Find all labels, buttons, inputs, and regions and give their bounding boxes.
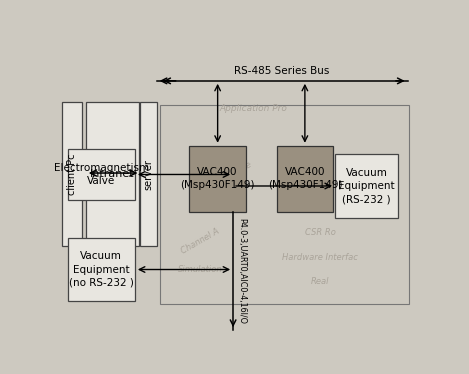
Text: Vacuum
Equipment
(no RS-232 ): Vacuum Equipment (no RS-232 )	[69, 251, 134, 288]
Text: P4.0-3,UART0,AIC0-4,16I/O: P4.0-3,UART0,AIC0-4,16I/O	[237, 218, 246, 324]
Text: Database: Database	[212, 160, 254, 189]
Text: Simulation: Simulation	[178, 265, 223, 274]
Text: Vacuum
Equipment
(RS-232 ): Vacuum Equipment (RS-232 )	[338, 168, 395, 204]
Bar	[140, 102, 157, 246]
Bar	[62, 102, 82, 246]
Bar	[189, 146, 246, 212]
Text: CSR Ro: CSR Ro	[305, 227, 336, 237]
Text: client Pc: client Pc	[67, 154, 77, 195]
Bar	[86, 102, 138, 246]
Text: Electromagnetism
Valve: Electromagnetism Valve	[54, 163, 149, 186]
Bar	[335, 154, 399, 218]
Text: RS-485 Series Bus: RS-485 Series Bus	[234, 66, 330, 76]
Text: Intranet: Intranet	[90, 169, 135, 180]
Bar	[160, 105, 409, 304]
Text: Application Pro: Application Pro	[219, 104, 287, 113]
Text: VAC400
(Msp430F149): VAC400 (Msp430F149)	[268, 167, 342, 190]
Text: server: server	[144, 159, 153, 190]
Bar	[68, 148, 135, 200]
Text: VAC400
(Msp430F149): VAC400 (Msp430F149)	[181, 167, 255, 190]
Bar	[68, 238, 135, 301]
Text: Hardware Interfac: Hardware Interfac	[282, 254, 358, 263]
Text: Channel A: Channel A	[180, 226, 221, 255]
Text: Real: Real	[311, 276, 330, 285]
Bar	[277, 146, 333, 212]
